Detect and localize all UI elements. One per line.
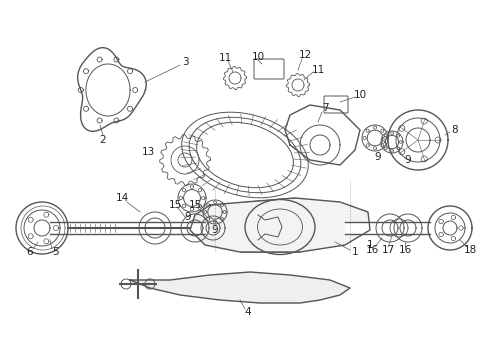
- Text: 4: 4: [245, 307, 251, 317]
- Text: 11: 11: [311, 65, 324, 75]
- Text: 12: 12: [298, 50, 312, 60]
- Text: 15: 15: [188, 200, 201, 210]
- Text: 18: 18: [464, 245, 477, 255]
- Text: 9: 9: [375, 152, 381, 162]
- Text: 3: 3: [182, 57, 188, 67]
- Text: 9: 9: [212, 225, 219, 235]
- Text: 7: 7: [322, 103, 328, 113]
- Text: 6: 6: [26, 247, 33, 257]
- Text: 5: 5: [51, 247, 58, 257]
- Text: 8: 8: [452, 125, 458, 135]
- Text: 1: 1: [352, 247, 358, 257]
- Text: 15: 15: [169, 200, 182, 210]
- Text: 14: 14: [115, 193, 129, 203]
- Bar: [345, 222, 425, 234]
- Polygon shape: [130, 272, 350, 303]
- Bar: [50, 222, 205, 234]
- Text: 16: 16: [398, 245, 412, 255]
- Polygon shape: [190, 198, 370, 252]
- Text: 17: 17: [381, 245, 394, 255]
- Text: 13: 13: [142, 147, 155, 157]
- Text: 10: 10: [353, 90, 367, 100]
- Text: 9: 9: [405, 155, 411, 165]
- Text: 10: 10: [251, 52, 265, 62]
- Text: 16: 16: [366, 245, 379, 255]
- Text: 1: 1: [367, 240, 373, 250]
- Text: 2: 2: [99, 135, 106, 145]
- Text: 11: 11: [219, 53, 232, 63]
- Text: 9: 9: [185, 212, 191, 222]
